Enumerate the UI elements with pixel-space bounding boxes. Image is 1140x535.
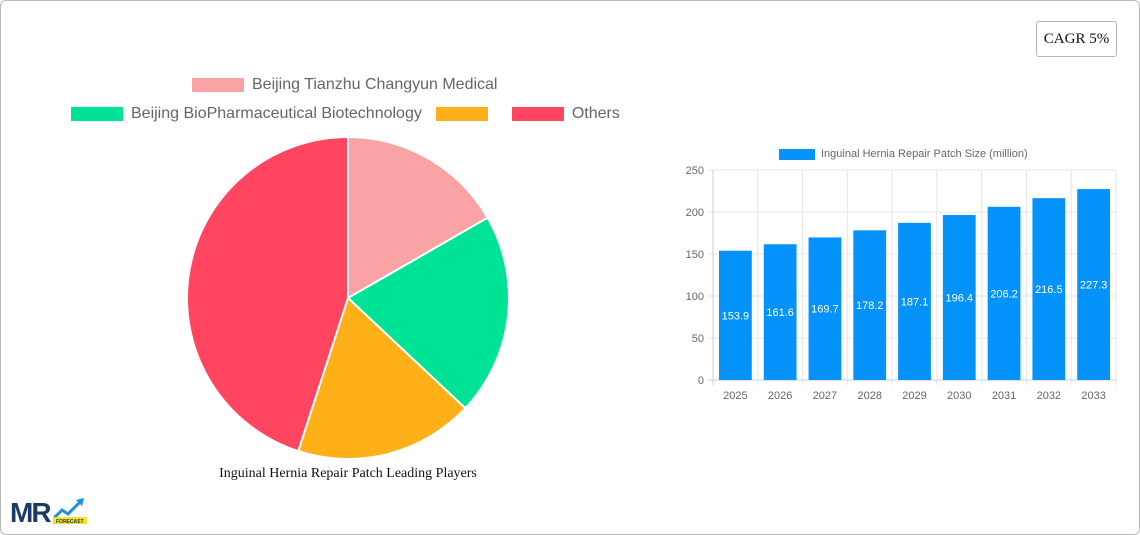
legend-item-unnamed[interactable] — [435, 107, 496, 121]
bar-value-label: 216.5 — [1035, 284, 1063, 296]
pie-slice[interactable] — [296, 296, 467, 460]
y-tick-label: 200 — [686, 207, 704, 219]
x-tick-label: 2025 — [723, 390, 747, 402]
bar-value-label: 206.2 — [990, 288, 1018, 300]
pie-chart — [186, 135, 510, 460]
x-tick-label: 2030 — [947, 390, 971, 402]
pie-legend-row-1: Beijing Tianzhu Changyun Medical — [192, 76, 497, 94]
bar-value-label: 178.2 — [856, 300, 884, 312]
legend-swatch — [511, 107, 564, 121]
bar-value-label: 169.7 — [811, 304, 839, 316]
bar[interactable] — [1077, 189, 1110, 380]
x-tick-label: 2033 — [1081, 390, 1105, 402]
legend-label: Others — [571, 105, 620, 122]
legend-swatch — [779, 148, 815, 160]
pie-slice[interactable] — [346, 216, 510, 410]
y-tick-label: 150 — [686, 249, 704, 261]
bar-value-label: 187.1 — [901, 296, 929, 308]
x-tick-label: 2027 — [813, 390, 837, 402]
legend-item-tianzhu[interactable]: Beijing Tianzhu Changyun Medical — [192, 76, 497, 94]
x-tick-label: 2029 — [902, 390, 926, 402]
legend-label: Beijing BioPharmaceutical Biotechnology — [131, 105, 422, 122]
legend-label: Beijing Tianzhu Changyun Medical — [252, 76, 498, 93]
legend-swatch — [192, 78, 244, 92]
legend-label: Inguinal Hernia Repair Patch Size (milli… — [821, 148, 1028, 160]
y-tick-label: 100 — [686, 291, 704, 303]
y-tick-label: 50 — [692, 333, 704, 345]
pie-slice[interactable] — [186, 135, 349, 453]
pie-slice[interactable] — [347, 135, 489, 300]
bar[interactable] — [898, 222, 931, 380]
bar-value-label: 153.9 — [722, 310, 750, 322]
pie-legend-row-2: Beijing BioPharmaceutical Biotechnology … — [71, 105, 620, 123]
bar[interactable] — [853, 230, 887, 380]
bar[interactable] — [942, 215, 976, 380]
bar-value-label: 196.4 — [946, 293, 974, 305]
bar-value-label: 161.6 — [766, 307, 794, 319]
legend-swatch — [71, 107, 123, 121]
bar[interactable] — [763, 244, 797, 380]
bar-value-label: 227.3 — [1080, 280, 1108, 292]
legend-item-others[interactable]: Others — [511, 105, 620, 123]
bar[interactable] — [719, 250, 752, 380]
svg-text:MR: MR — [10, 497, 51, 526]
legend-item-biopharma[interactable]: Beijing BioPharmaceutical Biotechnology — [71, 105, 422, 123]
pie-title: Inguinal Hernia Repair Patch Leading Pla… — [219, 466, 477, 481]
x-tick-label: 2031 — [992, 390, 1016, 402]
y-tick-label: 0 — [698, 375, 704, 387]
x-tick-label: 2032 — [1037, 390, 1061, 402]
bar-legend[interactable]: Inguinal Hernia Repair Patch Size (milli… — [779, 148, 1028, 160]
cagr-badge: CAGR 5% — [1036, 21, 1117, 57]
legend-swatch — [435, 107, 488, 121]
bar[interactable] — [1032, 198, 1066, 380]
bar[interactable] — [987, 206, 1021, 380]
y-tick-label: 250 — [686, 165, 704, 177]
svg-text:FORECAST: FORECAST — [56, 519, 84, 525]
x-tick-label: 2026 — [768, 390, 792, 402]
bar[interactable] — [808, 237, 842, 380]
x-tick-label: 2028 — [857, 390, 881, 402]
mr-forecast-logo: MR FORECAST — [10, 496, 88, 531]
